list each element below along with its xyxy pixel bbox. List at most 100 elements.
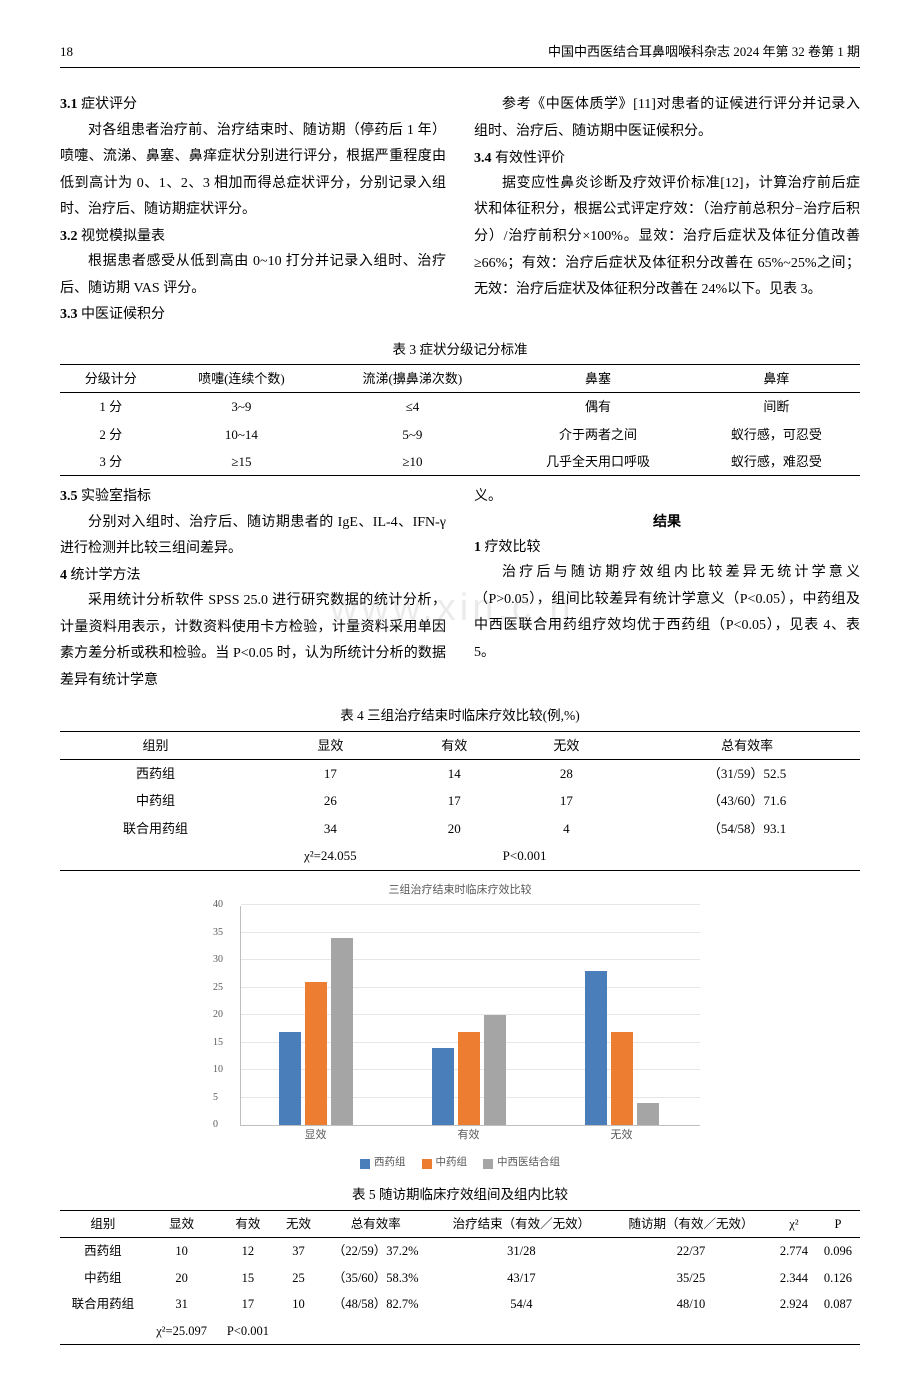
legend-label: 中西医结合组 [497, 1154, 560, 1173]
para-r1: 治疗后与随访期疗效组内比较差异无统计学意义（P>0.05），组间比较差异有统计学… [474, 560, 860, 666]
title-3-1: 症状评分 [81, 97, 137, 112]
legend-item: 中药组 [422, 1154, 468, 1173]
section-4: 4 统计学方法 [60, 563, 446, 588]
bar [484, 1015, 506, 1125]
legend-label: 中药组 [436, 1154, 468, 1173]
table-footer-row: χ²=25.097 P<0.001 [60, 1318, 860, 1345]
table-row: 联合用药组311710（48/58）82.7%54/448/102.9240.0… [60, 1291, 860, 1318]
para-right-top: 参考《中医体质学》[11]对患者的证候进行评分并记录入组时、治疗后、随访期中医证… [474, 92, 860, 145]
table-row: 联合用药组34204（54/58）93.1 [60, 815, 860, 842]
page-content: 18 中国中西医结合耳鼻咽喉科杂志 2024 年第 32 卷第 1 期 3.1 … [60, 40, 860, 1345]
label-3-2: 3.2 [60, 229, 78, 244]
chart-canvas: 0510152025303540显效有效无效 [240, 906, 700, 1126]
y-axis-tick: 10 [213, 1061, 223, 1079]
legend-item: 西药组 [360, 1154, 406, 1173]
title-r1: 疗效比较 [485, 540, 541, 555]
bar [331, 938, 353, 1125]
bar [637, 1103, 659, 1125]
section-3-3: 3.3 中医证候积分 [60, 302, 446, 327]
t5-chi2: χ²=25.097 [146, 1318, 218, 1345]
bar-group: 显效 [279, 938, 353, 1125]
bar [305, 982, 327, 1125]
para-3-2: 根据患者感受从低到高由 0~10 打分并记录入组时、治疗后、随访期 VAS 评分… [60, 249, 446, 302]
t5-p: P<0.001 [217, 1318, 278, 1345]
title-3-5: 实验室指标 [81, 489, 151, 504]
table5-caption: 表 5 随访期临床疗效组间及组内比较 [60, 1183, 860, 1207]
label-4: 4 [60, 568, 67, 583]
section-3-5: 3.5 实验室指标 [60, 484, 446, 509]
mid-right-col: 义。 结果 1 疗效比较 治疗后与随访期疗效组内比较差异无统计学意义（P>0.0… [474, 484, 860, 694]
legend-swatch [360, 1159, 370, 1169]
table-row: 西药组101237（22/59）37.2%31/2822/372.7740.09… [60, 1238, 860, 1265]
label-3-5: 3.5 [60, 489, 78, 504]
bar-chart: 三组治疗结束时临床疗效比较 0510152025303540显效有效无效 西药组… [210, 881, 710, 1174]
y-axis-tick: 40 [213, 896, 223, 914]
t3-h1: 喷嚏(连续个数) [161, 364, 321, 392]
table-4: 组别 显效 有效 无效 总有效率 西药组171428（31/59）52.5 中药… [60, 731, 860, 871]
x-axis-label: 有效 [432, 1126, 506, 1146]
para-4: 采用统计分析软件 SPSS 25.0 进行研究数据的统计分析，计量资料用表示，计… [60, 588, 446, 694]
legend-label: 西药组 [374, 1154, 406, 1173]
page-number: 18 [60, 40, 73, 63]
bar [458, 1032, 480, 1126]
bar [585, 971, 607, 1125]
legend-swatch [422, 1159, 432, 1169]
journal-info: 中国中西医结合耳鼻咽喉科杂志 2024 年第 32 卷第 1 期 [548, 40, 860, 63]
mid-left-col: 3.5 实验室指标 分别对入组时、治疗后、随访期患者的 IgE、IL-4、IFN… [60, 484, 446, 694]
legend-swatch [483, 1159, 493, 1169]
title-3-3: 中医证候积分 [81, 307, 165, 322]
continuation-yi: 义。 [474, 484, 860, 509]
t3-h0: 分级计分 [60, 364, 161, 392]
t4-p: P<0.001 [499, 842, 634, 870]
table-row: 中药组201525（35/60）58.3%43/1735/252.3440.12… [60, 1265, 860, 1292]
section-3-1: 3.1 症状评分 [60, 92, 446, 117]
table3-caption: 表 3 症状分级记分标准 [60, 338, 860, 362]
section-3-2: 3.2 视觉模拟量表 [60, 224, 446, 249]
t4-chi2: χ²=24.055 [251, 842, 410, 870]
table-row: 2 分 10~14 5~9 介于两者之间 蚁行感，可忍受 [60, 421, 860, 448]
upper-section: 3.1 症状评分 对各组患者治疗前、治疗结束时、随访期（停药后 1 年）喷嚏、流… [60, 92, 860, 327]
y-axis-tick: 35 [213, 924, 223, 942]
bar [432, 1048, 454, 1125]
t3-h3: 鼻塞 [503, 364, 692, 392]
y-axis-tick: 15 [213, 1034, 223, 1052]
table-5: 组别 显效 有效 无效 总有效率 治疗结束（有效／无效） 随访期（有效／无效） … [60, 1210, 860, 1346]
para-3-5: 分别对入组时、治疗后、随访期患者的 IgE、IL-4、IFN-γ 进行检测并比较… [60, 510, 446, 563]
page-header: 18 中国中西医结合耳鼻咽喉科杂志 2024 年第 32 卷第 1 期 [60, 40, 860, 68]
table-row: 1 分 3~9 ≤4 偶有 间断 [60, 393, 860, 421]
table-footer-row: χ²=24.055 P<0.001 [60, 842, 860, 870]
para-3-4: 据变应性鼻炎诊断及疗效评价标准[12]，计算治疗前后症状和体征积分，根据公式评定… [474, 171, 860, 304]
bar [611, 1032, 633, 1126]
t3-h2: 流涕(擤鼻涕次数) [321, 364, 503, 392]
legend-item: 中西医结合组 [483, 1154, 560, 1173]
label-r1: 1 [474, 540, 481, 555]
table-3: 分级计分 喷嚏(连续个数) 流涕(擤鼻涕次数) 鼻塞 鼻痒 1 分 3~9 ≤4… [60, 364, 860, 477]
section-results-1: 1 疗效比较 [474, 535, 860, 560]
title-3-4: 有效性评价 [495, 151, 565, 166]
x-axis-label: 显效 [279, 1126, 353, 1146]
chart-title: 三组治疗结束时临床疗效比较 [210, 881, 710, 901]
t3-h4: 鼻痒 [693, 364, 860, 392]
y-axis-tick: 25 [213, 979, 223, 997]
y-axis-tick: 20 [213, 1006, 223, 1024]
label-3-4: 3.4 [474, 151, 492, 166]
bar-group: 无效 [585, 971, 659, 1125]
para-3-1: 对各组患者治疗前、治疗结束时、随访期（停药后 1 年）喷嚏、流涕、鼻塞、鼻痒症状… [60, 118, 446, 224]
chart-legend: 西药组 中药组 中西医结合组 [210, 1154, 710, 1173]
title-3-2: 视觉模拟量表 [81, 229, 165, 244]
bar-group: 有效 [432, 1015, 506, 1125]
upper-right-col: 参考《中医体质学》[11]对患者的证候进行评分并记录入组时、治疗后、随访期中医证… [474, 92, 860, 327]
y-axis-tick: 5 [213, 1089, 218, 1107]
bar [279, 1032, 301, 1126]
y-axis-tick: 30 [213, 951, 223, 969]
table4-caption: 表 4 三组治疗结束时临床疗效比较(例,%) [60, 704, 860, 728]
table-row: 西药组171428（31/59）52.5 [60, 760, 860, 788]
middle-section: www.xin.c.n 3.5 实验室指标 分别对入组时、治疗后、随访期患者的 … [60, 484, 860, 694]
title-4: 统计学方法 [71, 568, 141, 583]
results-heading: 结果 [474, 510, 860, 535]
x-axis-label: 无效 [585, 1126, 659, 1146]
upper-left-col: 3.1 症状评分 对各组患者治疗前、治疗结束时、随访期（停药后 1 年）喷嚏、流… [60, 92, 446, 327]
y-axis-tick: 0 [213, 1116, 218, 1134]
table-row: 3 分 ≥15 ≥10 几乎全天用口呼吸 蚁行感，难忍受 [60, 448, 860, 476]
label-3-1: 3.1 [60, 97, 78, 112]
